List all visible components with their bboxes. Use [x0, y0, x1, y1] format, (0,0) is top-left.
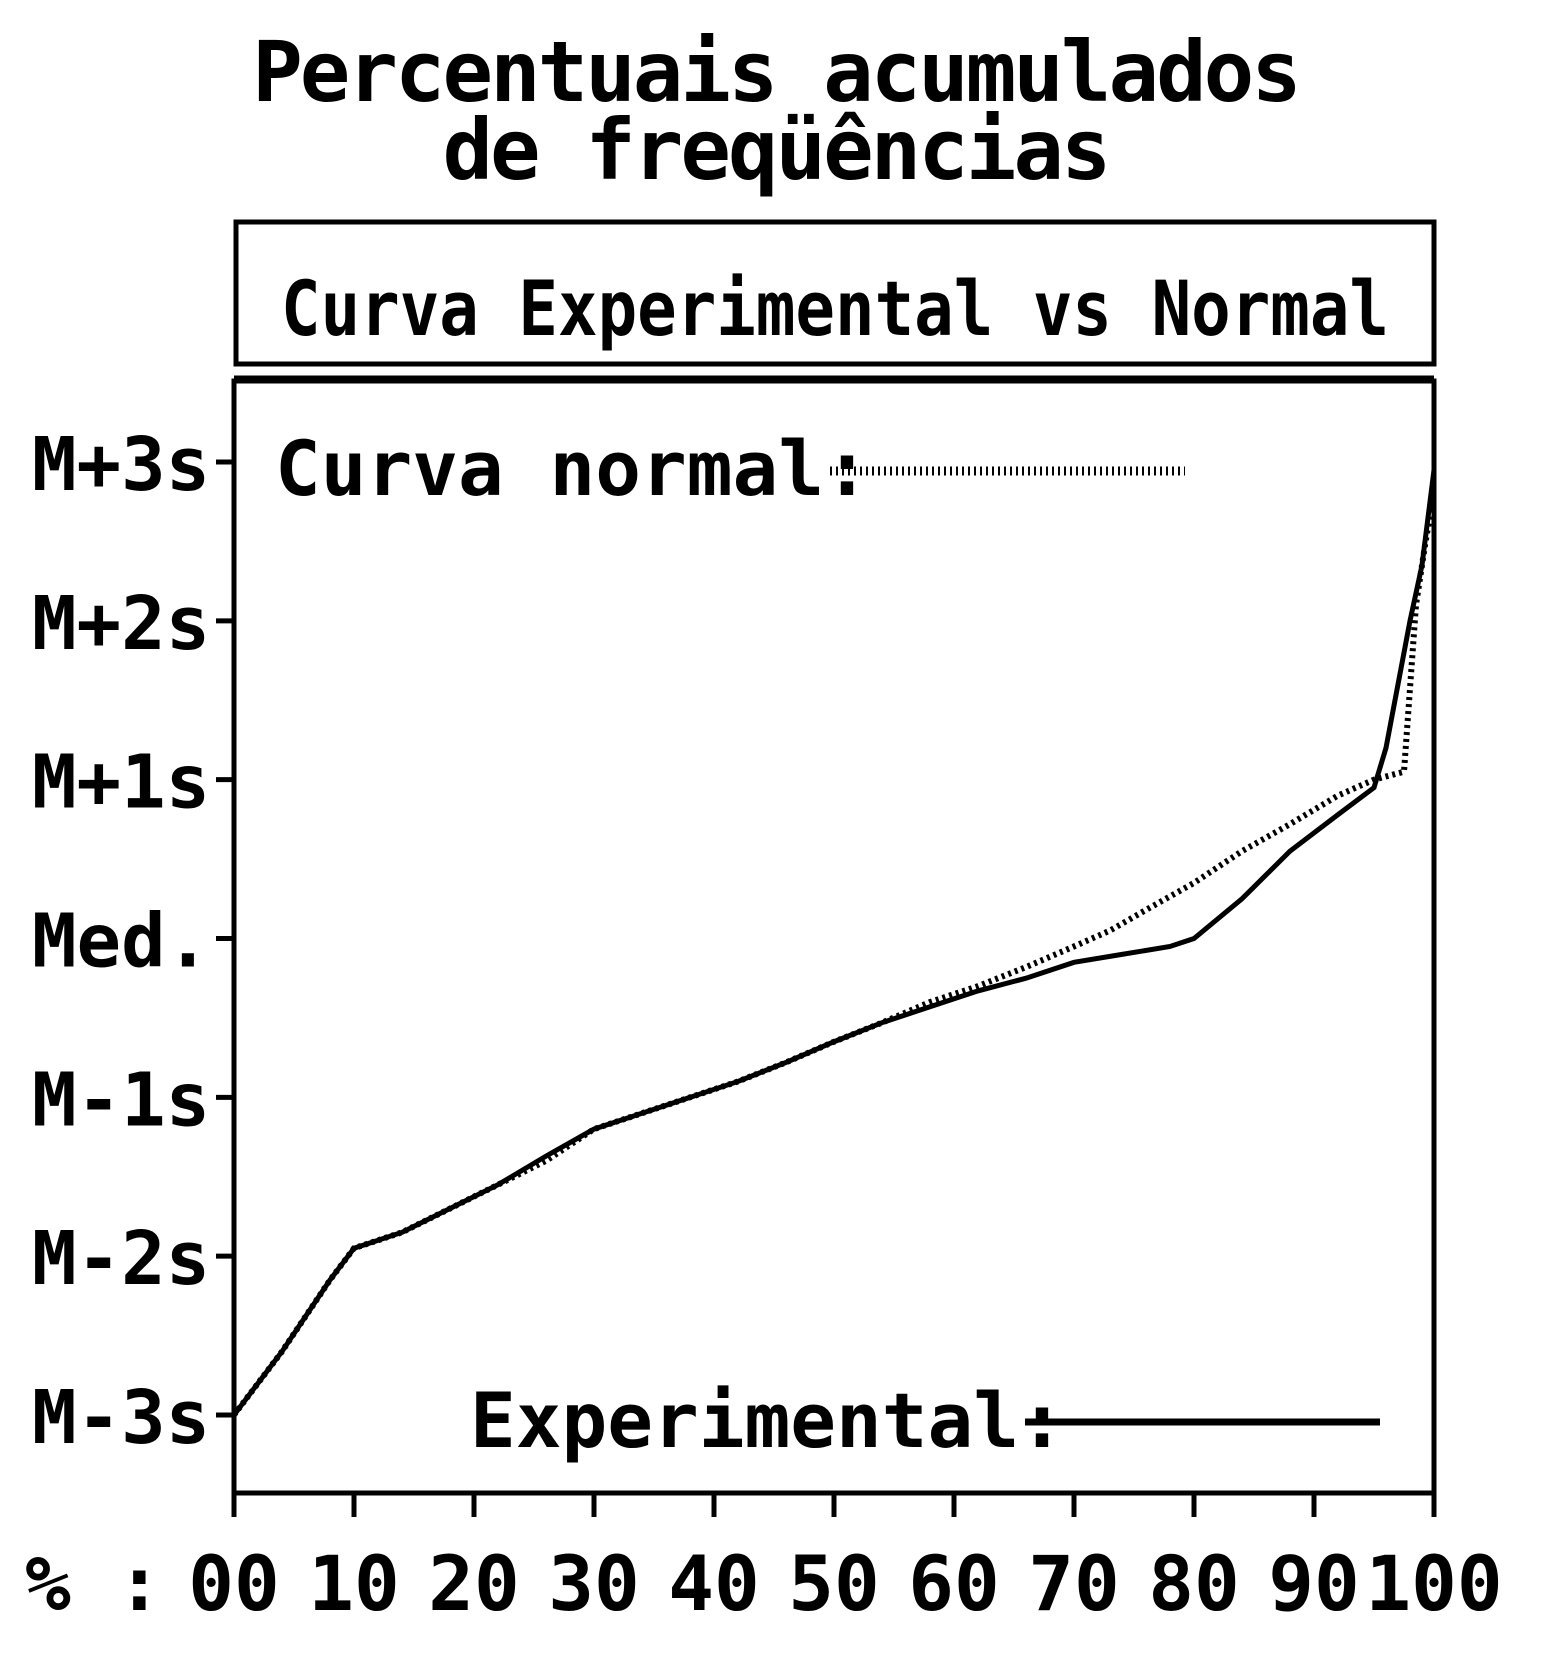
- y-tick-label: M-2s: [32, 1216, 210, 1302]
- legend-experimental-label: Experimental:: [470, 1376, 1065, 1465]
- y-tick-label: Med.: [32, 899, 210, 985]
- series-layer: [231, 469, 1437, 1417]
- y-tick-label: M-1s: [32, 1057, 210, 1143]
- x-tick-label: 40: [668, 1539, 760, 1628]
- x-tick-label: 100: [1365, 1539, 1502, 1628]
- chart-title-line1: Percentuais acumulados: [252, 23, 1302, 121]
- x-tick-label: 70: [1028, 1539, 1120, 1628]
- x-tick-label: 00: [188, 1539, 280, 1628]
- x-tick-label: 90: [1268, 1539, 1360, 1628]
- x-tick-label: 60: [908, 1539, 1000, 1628]
- chart-subtitle: Curva Experimental vs Normal: [281, 264, 1389, 353]
- x-tick-label: 50: [788, 1539, 880, 1628]
- x-tick-label: 30: [548, 1539, 640, 1628]
- y-tick-label: M+1s: [32, 740, 210, 826]
- x-tick-label: 20: [428, 1539, 520, 1628]
- y-tick-label: M-3s: [32, 1375, 210, 1461]
- y-tick-label: M+2s: [32, 581, 210, 667]
- axes-layer: 00 10 20 30 40 50 60 70 80 90 100 M-3s M-2s M-1s Med. M…: [32, 422, 1503, 1628]
- x-axis-prefix: % :: [25, 1539, 162, 1628]
- y-tick-label: M+3s: [32, 422, 210, 508]
- legend-normal-label: Curva normal:: [275, 424, 870, 513]
- experimental-curve-line: [232, 469, 1437, 1417]
- chart-title-line2: de freqüências: [442, 101, 1111, 199]
- x-tick-label: 80: [1148, 1539, 1240, 1628]
- plot-frame: [231, 378, 1437, 1496]
- x-tick-label: 10: [308, 1539, 400, 1628]
- subtitle-box: [233, 219, 1437, 367]
- normal-curve-line: [231, 493, 1437, 1417]
